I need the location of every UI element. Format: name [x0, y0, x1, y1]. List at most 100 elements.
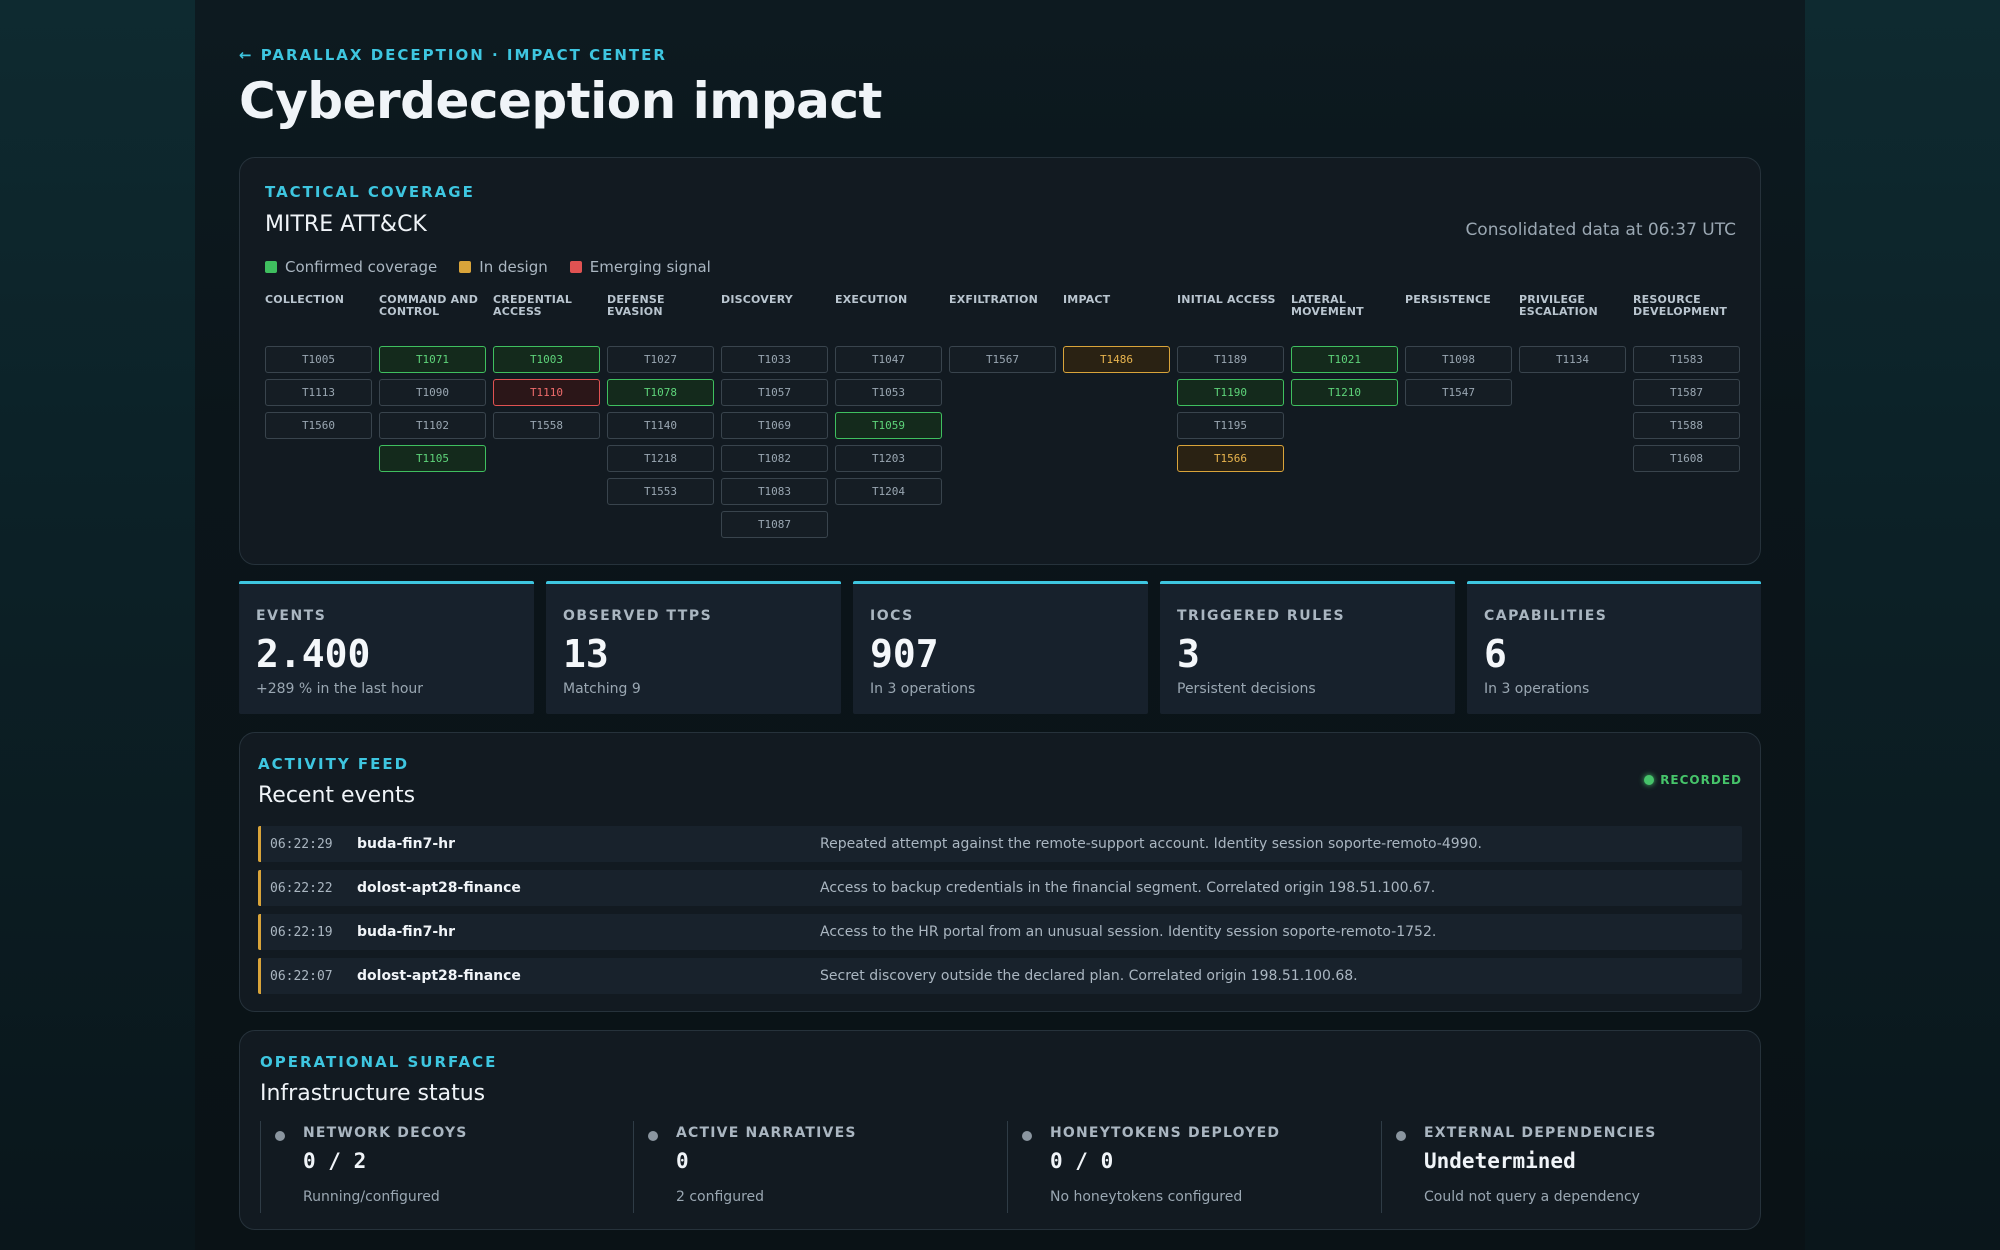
- status-dot-icon: [275, 1131, 285, 1141]
- technique-cell[interactable]: T1567: [949, 346, 1056, 373]
- technique-cell[interactable]: T1203: [835, 445, 942, 472]
- technique-cell[interactable]: T1608: [1633, 445, 1740, 472]
- metric-value: 0: [676, 1149, 689, 1173]
- tactic-column-credential-access: CREDENTIAL ACCESS T1003 T1110 T1558: [493, 294, 600, 445]
- metric-sub: Running/configured: [303, 1189, 440, 1205]
- legend-swatch-design: [459, 261, 472, 273]
- technique-cell[interactable]: T1110: [493, 379, 600, 406]
- technique-cell[interactable]: T1560: [265, 412, 372, 439]
- stat-value: 13: [563, 632, 609, 676]
- technique-cell[interactable]: T1057: [721, 379, 828, 406]
- technique-cell[interactable]: T1078: [607, 379, 714, 406]
- metric-sub: No honeytokens configured: [1050, 1189, 1243, 1205]
- event-row[interactable]: 06:22:07 dolost-apt28-finance Secret dis…: [258, 958, 1742, 994]
- technique-cell[interactable]: T1218: [607, 445, 714, 472]
- stat-value: 2.400: [256, 632, 371, 676]
- event-row[interactable]: 06:22:19 buda-fin7-hr Access to the HR p…: [258, 914, 1742, 950]
- tactic-column-lateral-movement: LATERAL MOVEMENT T1021 T1210: [1291, 294, 1398, 412]
- tactic-header: LATERAL MOVEMENT: [1291, 293, 1364, 318]
- stat-value: 3: [1177, 632, 1200, 676]
- mitre-updated-timestamp: Consolidated data at 06:37 UTC: [1465, 220, 1736, 240]
- technique-cell[interactable]: T1210: [1291, 379, 1398, 406]
- mitre-title: MITRE ATT&CK: [265, 212, 427, 237]
- technique-cell[interactable]: T1134: [1519, 346, 1626, 373]
- technique-cell[interactable]: T1071: [379, 346, 486, 373]
- infrastructure-panel: OPERATIONAL SURFACE Infrastructure statu…: [239, 1030, 1761, 1230]
- metric-value: Undetermined: [1424, 1149, 1576, 1173]
- tactic-header: EXFILTRATION: [949, 293, 1038, 306]
- technique-cell[interactable]: T1098: [1405, 346, 1512, 373]
- tactic-header: PERSISTENCE: [1405, 293, 1491, 306]
- technique-cell[interactable]: T1190: [1177, 379, 1284, 406]
- event-message: Secret discovery outside the declared pl…: [820, 968, 1358, 984]
- metric-honeytokens-deployed: HONEYTOKENS DEPLOYED 0 / 0 No honeytoken…: [1007, 1121, 1381, 1213]
- tactic-column-resource-development: RESOURCE DEVELOPMENT T1583 T1587 T1588 T1608: [1633, 294, 1740, 478]
- technique-cell[interactable]: T1587: [1633, 379, 1740, 406]
- technique-cell[interactable]: T1021: [1291, 346, 1398, 373]
- mitre-coverage-panel: TACTICAL COVERAGE MITRE ATT&CK Consolida…: [239, 157, 1761, 565]
- technique-cell[interactable]: T1113: [265, 379, 372, 406]
- technique-cell[interactable]: T1082: [721, 445, 828, 472]
- technique-cell[interactable]: T1005: [265, 346, 372, 373]
- metric-value: 0 / 0: [1050, 1149, 1114, 1173]
- technique-cell[interactable]: T1047: [835, 346, 942, 373]
- infra-eyebrow: OPERATIONAL SURFACE: [260, 1053, 498, 1071]
- tactic-header: DISCOVERY: [721, 293, 793, 306]
- technique-cell[interactable]: T1189: [1177, 346, 1284, 373]
- technique-cell[interactable]: T1053: [835, 379, 942, 406]
- metric-value: 0 / 2: [303, 1149, 367, 1173]
- event-actor: dolost-apt28-finance: [357, 880, 521, 896]
- stat-sub: In 3 operations: [870, 681, 976, 697]
- tactic-header: PRIVILEGE ESCALATION: [1519, 293, 1598, 318]
- tactic-column-collection: COLLECTION T1005 T1113 T1560: [265, 294, 372, 445]
- stat-sub: +289 % in the last hour: [256, 681, 424, 697]
- metric-sub: 2 configured: [676, 1189, 765, 1205]
- technique-cell[interactable]: T1033: [721, 346, 828, 373]
- event-message: Access to backup credentials in the fina…: [820, 880, 1436, 896]
- status-dot-icon: [648, 1131, 658, 1141]
- event-actor: buda-fin7-hr: [357, 836, 456, 852]
- tactic-column-privilege-escalation: PRIVILEGE ESCALATION T1134: [1519, 294, 1626, 379]
- stat-label: CAPABILITIES: [1484, 608, 1608, 624]
- technique-cell[interactable]: T1558: [493, 412, 600, 439]
- tactic-header: COMMAND AND CONTROL: [379, 293, 479, 318]
- technique-cell[interactable]: T1547: [1405, 379, 1512, 406]
- event-row[interactable]: 06:22:29 buda-fin7-hr Repeated attempt a…: [258, 826, 1742, 862]
- event-time: 06:22:07: [270, 968, 333, 984]
- technique-cell[interactable]: T1140: [607, 412, 714, 439]
- technique-cell[interactable]: T1027: [607, 346, 714, 373]
- tactic-header: DEFENSE EVASION: [607, 293, 665, 318]
- technique-cell[interactable]: T1003: [493, 346, 600, 373]
- event-row[interactable]: 06:22:22 dolost-apt28-finance Access to …: [258, 870, 1742, 906]
- metric-active-narratives: ACTIVE NARRATIVES 0 2 configured: [633, 1121, 1007, 1213]
- technique-cell[interactable]: T1083: [721, 478, 828, 505]
- stat-card-triggered-rules: TRIGGERED RULES 3 Persistent decisions: [1160, 581, 1455, 714]
- technique-cell[interactable]: T1588: [1633, 412, 1740, 439]
- tactic-column-execution: EXECUTION T1047 T1053 T1059 T1203 T1204: [835, 294, 942, 511]
- technique-cell[interactable]: T1204: [835, 478, 942, 505]
- mitre-eyebrow: TACTICAL COVERAGE: [265, 183, 475, 201]
- tactic-column-persistence: PERSISTENCE T1098 T1547: [1405, 294, 1512, 412]
- technique-cell[interactable]: T1059: [835, 412, 942, 439]
- event-time: 06:22:22: [270, 880, 333, 896]
- technique-cell[interactable]: T1566: [1177, 445, 1284, 472]
- technique-cell[interactable]: T1105: [379, 445, 486, 472]
- technique-cell[interactable]: T1583: [1633, 346, 1740, 373]
- legend-swatch-emerging: [569, 261, 582, 273]
- breadcrumb-back-link[interactable]: ← PARALLAX DECEPTION · IMPACT CENTER: [239, 46, 667, 64]
- technique-cell[interactable]: T1486: [1063, 346, 1170, 373]
- technique-cell[interactable]: T1102: [379, 412, 486, 439]
- technique-cell[interactable]: T1069: [721, 412, 828, 439]
- stat-sub: In 3 operations: [1484, 681, 1590, 697]
- tactic-header: IMPACT: [1063, 293, 1111, 306]
- stat-label: EVENTS: [256, 608, 327, 624]
- infra-title: Infrastructure status: [260, 1081, 486, 1106]
- tactic-header: CREDENTIAL ACCESS: [493, 293, 573, 318]
- technique-cell[interactable]: T1090: [379, 379, 486, 406]
- metric-external-dependencies: EXTERNAL DEPENDENCIES Undetermined Could…: [1381, 1121, 1755, 1213]
- metric-network-decoys: NETWORK DECOYS 0 / 2 Running/configured: [260, 1121, 634, 1213]
- technique-cell[interactable]: T1195: [1177, 412, 1284, 439]
- technique-cell[interactable]: T1553: [607, 478, 714, 505]
- legend-label: Emerging signal: [589, 258, 711, 276]
- technique-cell[interactable]: T1087: [721, 511, 828, 538]
